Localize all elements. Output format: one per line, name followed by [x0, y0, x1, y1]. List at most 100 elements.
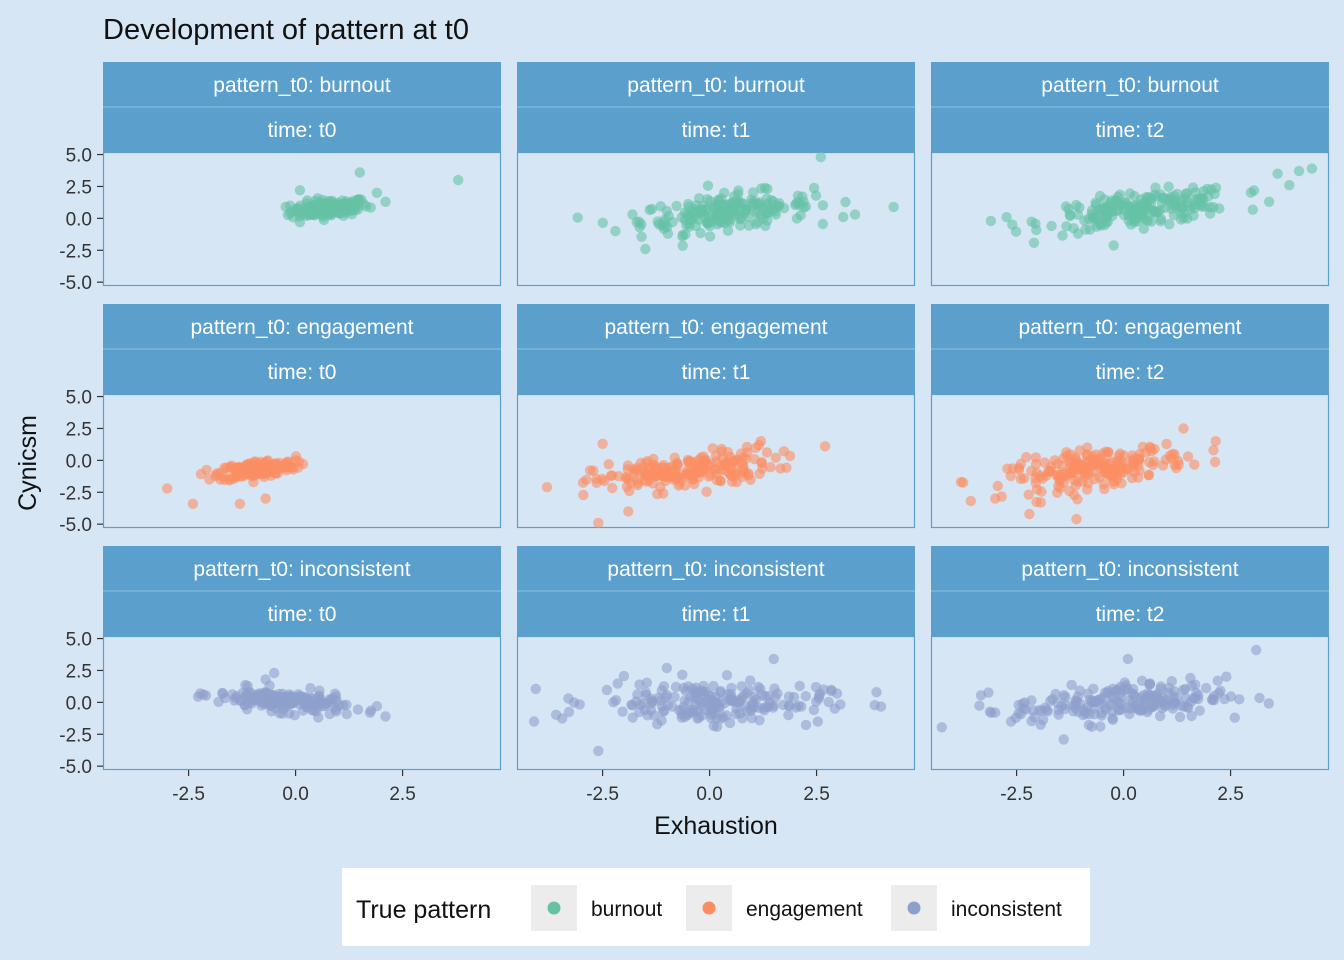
- data-point: [260, 674, 271, 685]
- data-point: [990, 493, 1001, 504]
- data-point: [1167, 448, 1179, 460]
- data-point: [1229, 712, 1241, 723]
- data-point: [321, 206, 333, 217]
- data-point: [871, 687, 882, 698]
- data-point: [1132, 472, 1144, 483]
- data-point: [1046, 220, 1057, 232]
- data-point: [631, 696, 642, 707]
- data-point: [1141, 199, 1152, 210]
- data-point: [305, 683, 316, 694]
- data-point: [711, 721, 723, 732]
- data-point: [735, 220, 746, 231]
- data-point: [380, 196, 391, 207]
- data-point: [757, 689, 768, 701]
- data-point: [541, 482, 553, 493]
- data-point: [1136, 675, 1148, 686]
- legend-label: engagement: [746, 898, 863, 921]
- data-point: [706, 458, 717, 470]
- data-point: [754, 199, 765, 211]
- data-point: [715, 476, 726, 487]
- data-point: [990, 707, 1001, 718]
- y-tick-label: 5.0: [66, 146, 92, 167]
- data-point: [1053, 469, 1064, 481]
- data-point: [1112, 696, 1123, 707]
- data-point: [743, 220, 755, 231]
- data-point: [1106, 456, 1117, 467]
- data-point: [1060, 201, 1072, 212]
- data-point: [239, 699, 251, 711]
- data-point: [610, 695, 622, 706]
- data-point: [1204, 202, 1216, 213]
- data-point: [1001, 212, 1012, 223]
- y-tick-label: -2.5: [59, 483, 92, 504]
- data-point: [603, 459, 614, 470]
- data-point: [722, 225, 734, 236]
- data-point: [849, 209, 861, 220]
- data-point: [1127, 455, 1138, 467]
- data-point: [794, 680, 805, 692]
- data-point: [1144, 690, 1155, 701]
- data-point: [1082, 688, 1093, 699]
- data-point: [1209, 456, 1221, 468]
- legend-title: True pattern: [356, 896, 491, 924]
- data-point: [689, 690, 700, 701]
- data-point: [1159, 701, 1171, 712]
- data-point: [1091, 695, 1102, 707]
- data-point: [745, 705, 756, 716]
- data-point: [985, 215, 997, 227]
- facet-strip-row: [931, 546, 1329, 591]
- data-point: [1188, 210, 1199, 221]
- data-point: [1144, 441, 1156, 452]
- data-point: [241, 689, 253, 700]
- data-point: [1174, 711, 1186, 723]
- data-point: [983, 687, 994, 698]
- data-point: [231, 691, 242, 702]
- data-point: [709, 703, 720, 714]
- data-point: [577, 477, 589, 488]
- y-axis-title: Cynicsm: [14, 415, 42, 511]
- data-point: [341, 708, 352, 720]
- legend-label: inconsistent: [951, 898, 1062, 921]
- data-point: [1018, 473, 1030, 484]
- data-point: [1254, 692, 1265, 704]
- facet-row-label: pattern_t0: engagement: [190, 316, 413, 339]
- data-point: [634, 679, 645, 690]
- data-point: [705, 690, 717, 702]
- data-point: [696, 205, 707, 216]
- data-point: [309, 696, 320, 707]
- data-point: [700, 704, 711, 716]
- facet-row-label: pattern_t0: burnout: [627, 74, 805, 97]
- data-point: [593, 745, 604, 757]
- data-point: [1099, 483, 1110, 495]
- data-point: [299, 699, 310, 710]
- data-point: [530, 683, 541, 695]
- data-point: [1090, 199, 1102, 211]
- data-point: [1035, 497, 1047, 508]
- data-point: [1052, 697, 1063, 709]
- data-point: [352, 704, 364, 715]
- data-point: [737, 471, 748, 482]
- data-point: [734, 708, 746, 719]
- data-point: [1284, 180, 1295, 191]
- data-point: [653, 219, 665, 230]
- data-point: [1163, 181, 1174, 192]
- data-point: [762, 207, 774, 219]
- data-point: [1154, 710, 1166, 722]
- facet-strip-col: [103, 349, 501, 394]
- data-point: [613, 471, 624, 482]
- data-point: [669, 691, 680, 703]
- data-point: [1059, 703, 1071, 715]
- data-point: [815, 151, 826, 163]
- data-point: [260, 493, 271, 504]
- y-axes: 5.0 2.5 0.0 -2.5 -5.0 5.0 2.5 0.0 -2.5 -5.0 5.0 2.5…: [59, 146, 103, 778]
- data-point: [765, 462, 776, 473]
- data-point: [745, 675, 756, 686]
- data-point: [303, 210, 314, 221]
- data-point: [722, 447, 734, 458]
- data-point: [747, 696, 759, 707]
- data-point: [1028, 237, 1040, 248]
- data-point: [345, 202, 356, 214]
- facet-strip-col: [103, 591, 501, 636]
